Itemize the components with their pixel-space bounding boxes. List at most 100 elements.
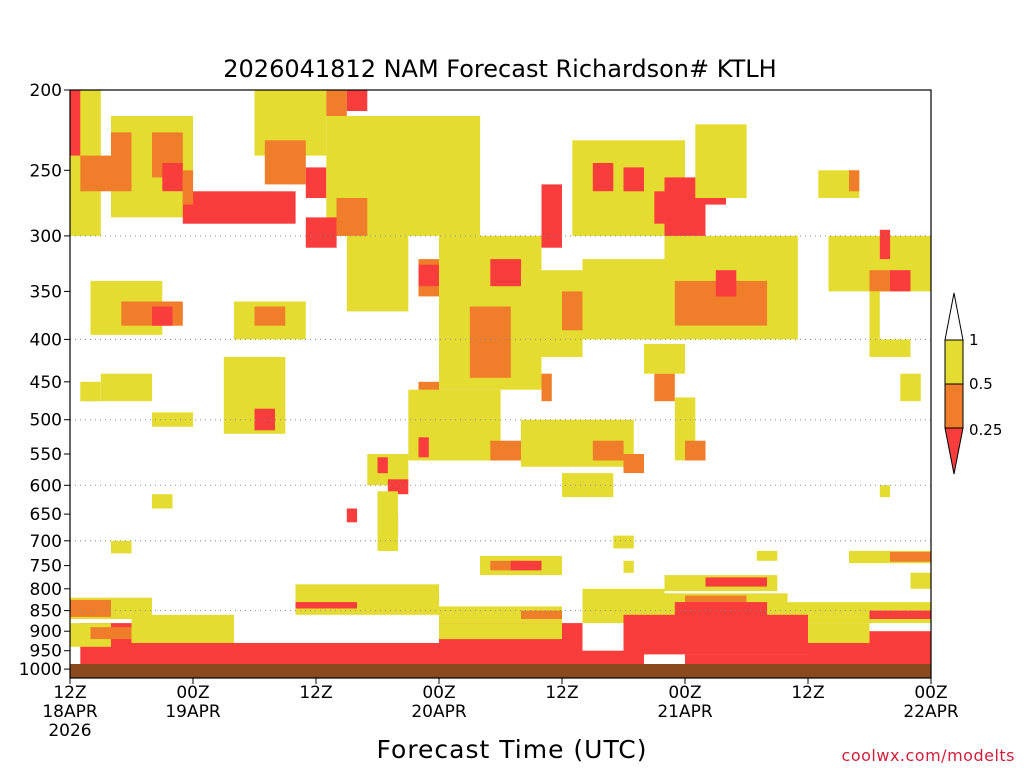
gridlines <box>70 235 931 612</box>
ri-region-60 <box>418 437 429 458</box>
ri-region-88 <box>890 551 931 562</box>
x-tick-label-36-1: 00Z <box>422 683 455 703</box>
ri-region-76 <box>346 508 358 523</box>
ri-region-66 <box>654 373 675 402</box>
x-tick-label-0-1: 12Z <box>53 683 86 703</box>
ri-region-71 <box>879 485 891 498</box>
colorbar: 1 0.5 0.25 <box>944 292 1002 475</box>
colorbar-bin-0.25-0.5 <box>944 383 964 429</box>
ri-region-50 <box>100 373 153 402</box>
y-tick-label-750: 750 <box>30 557 62 577</box>
ri-region-5 <box>162 163 183 192</box>
ri-region-64 <box>623 454 644 474</box>
ri-region-10 <box>305 167 327 198</box>
y-tick-label-550: 550 <box>30 445 62 465</box>
y-tick-label-700: 700 <box>30 532 62 552</box>
colorbar-bottom-arrow <box>944 427 964 475</box>
ri-region-74 <box>387 479 409 495</box>
ri-region-48 <box>869 291 880 340</box>
ri-region-24 <box>418 264 439 287</box>
y-tick-label-950: 950 <box>30 642 62 662</box>
x-tick-label-84-2: 22APR <box>903 702 959 722</box>
ri-region-38 <box>715 270 737 297</box>
y-tick-label-1000: 1000 <box>19 660 62 680</box>
x-tick-label-0-2: 18APR <box>42 702 98 722</box>
ri-region-7 <box>182 170 194 205</box>
ri-region-86 <box>756 550 778 561</box>
colorbar-level-0.5: 0.5 <box>969 375 993 393</box>
colorbar-bin-0.5-1 <box>944 339 964 385</box>
ri-region-43 <box>849 170 860 192</box>
x-axis-label: Forecast Time (UTC) <box>377 735 648 764</box>
ri-region-35 <box>654 191 665 224</box>
ri-region-22 <box>346 235 409 312</box>
credit-link[interactable]: coolwx.com/modelts <box>842 746 1015 765</box>
ri-region-78 <box>152 494 173 509</box>
ri-region-26 <box>469 306 511 378</box>
y-tick-label-900: 900 <box>30 622 62 642</box>
ri-region-34 <box>623 167 644 192</box>
ri-region-113 <box>90 627 132 640</box>
ri-region-3 <box>111 132 132 192</box>
ri-region-116 <box>808 623 870 643</box>
plot-area <box>70 90 931 674</box>
x-tick-label-60-2: 21APR <box>657 702 713 722</box>
x-tick-label-72-1: 12Z <box>791 683 824 703</box>
y-tick-label-400: 400 <box>30 330 62 350</box>
ri-region-28 <box>541 184 562 248</box>
ri-region-90 <box>705 577 767 587</box>
x-tick-label-12-1: 00Z <box>176 683 209 703</box>
plot-frame <box>69 89 932 679</box>
colorbar-level-1: 1 <box>969 331 979 349</box>
ri-region-85 <box>623 560 634 573</box>
ri-region-95 <box>295 602 357 609</box>
ri-region-31 <box>582 259 665 340</box>
x-tick-label-12-2: 19APR <box>165 702 221 722</box>
ri-region-97 <box>521 610 562 619</box>
ri-region-45 <box>879 229 891 260</box>
ri-region-47 <box>869 270 890 292</box>
ri-region-94 <box>295 584 439 615</box>
ri-region-104 <box>70 90 81 156</box>
ground-bar <box>70 664 931 678</box>
colorbar-level-0.25: 0.25 <box>969 421 1002 439</box>
x-tick-label-84-1: 00Z <box>914 683 947 703</box>
ri-region-59 <box>490 440 522 461</box>
ri-region-84 <box>510 560 542 571</box>
x-tick-label-48-1: 12Z <box>545 683 578 703</box>
ri-region-73 <box>377 457 388 474</box>
x-tick-label-0-3: 2026 <box>48 721 91 741</box>
ri-region-109 <box>623 614 808 655</box>
ri-region-27 <box>490 259 522 287</box>
ri-region-115 <box>439 623 562 640</box>
ri-region-15 <box>336 198 368 236</box>
ri-region-79 <box>111 540 132 554</box>
y-tick-label-450: 450 <box>30 373 62 393</box>
y-axis: 200 250 300 350 400 450 500 550 600 650 700 750 8008… <box>19 81 70 680</box>
y-tick-label-250: 250 <box>30 161 62 181</box>
x-tick-label-60-1: 00Z <box>668 683 701 703</box>
y-tick-label-200: 200 <box>30 81 62 101</box>
ri-region-63 <box>592 440 624 461</box>
ri-region-100 <box>685 595 747 605</box>
x-tick-label-24-1: 12Z <box>299 683 332 703</box>
y-tick-label-300: 300 <box>30 227 62 247</box>
ri-region-68 <box>685 440 706 461</box>
ri-region-19 <box>152 306 173 326</box>
ri-region-103 <box>869 610 931 619</box>
ri-region-51 <box>152 412 193 427</box>
ri-region-114 <box>131 614 234 643</box>
ri-region-21 <box>254 306 286 326</box>
ri-region-46 <box>890 270 911 292</box>
ri-region-65 <box>644 343 685 374</box>
ri-region-91 <box>910 572 931 589</box>
ri-region-93 <box>70 599 111 617</box>
ri-region-81 <box>613 535 634 549</box>
chart-title: 2026041812 NAM Forecast Richardson# KTLH <box>223 55 776 83</box>
ri-region-12 <box>346 90 368 111</box>
ri-region-41 <box>695 124 747 198</box>
ri-region-69 <box>869 339 911 357</box>
ri-region-55 <box>254 408 275 431</box>
ri-region-6 <box>182 191 296 224</box>
